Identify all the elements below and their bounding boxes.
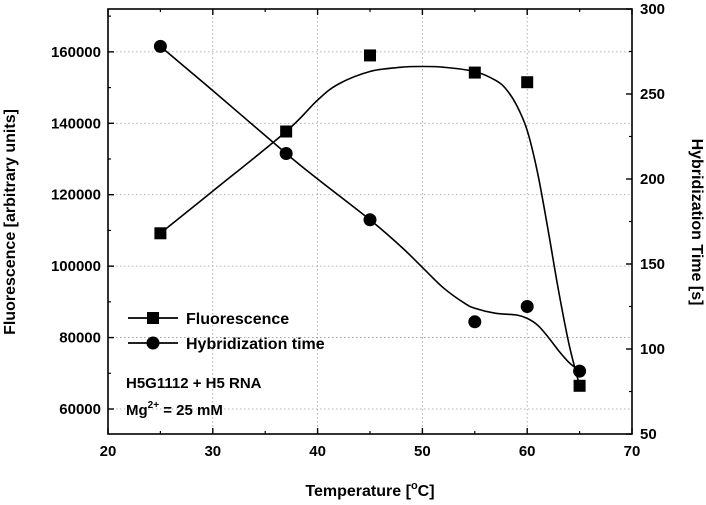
- annotation: H5G1112 + H5 RNA Mg2+ = 25 mM: [126, 375, 262, 419]
- y-left-tick-label: 100000: [51, 258, 101, 275]
- axis-ticks: 20 30 40 50 60 70 60000 80000 100000 120000 140000…: [51, 1, 665, 460]
- x-tick-label: 60: [519, 443, 536, 460]
- hybridization-curve: [159, 45, 581, 372]
- legend-hybridization-marker: [146, 336, 160, 350]
- x-axis-title: Temperature [oC]: [305, 480, 434, 500]
- y-right-tick-label: 100: [640, 341, 665, 358]
- y-left-tick-label: 120000: [51, 187, 101, 204]
- hybridization-point: [279, 147, 293, 160]
- y-left-axis-title: Fluorescence [arbitrary units]: [2, 109, 19, 335]
- fluorescence-point: [468, 66, 481, 79]
- y-left-tick-label: 60000: [59, 401, 101, 418]
- y-right-tick-label: 300: [640, 1, 665, 18]
- legend: Fluorescence Hybridization time: [128, 311, 325, 353]
- legend-fluorescence-marker: [147, 312, 159, 324]
- y-right-tick-label: 150: [640, 256, 665, 273]
- hybridization-point: [363, 213, 377, 227]
- x-tick-label: 30: [204, 443, 221, 460]
- annotation-line1: H5G1112 + H5 RNA: [126, 375, 262, 392]
- x-tick-label: 20: [100, 443, 117, 460]
- hybridization-point: [153, 39, 167, 53]
- fluorescence-point: [573, 379, 586, 392]
- y-right-tick-label: 250: [640, 86, 665, 103]
- y-right-tick-label: 50: [640, 426, 657, 443]
- fluorescence-point: [364, 49, 376, 62]
- hybridization-point: [468, 315, 482, 329]
- grid-lines: [108, 9, 632, 434]
- legend-hybridization-label: Hybridization time: [186, 336, 325, 353]
- fluorescence-point: [154, 227, 167, 240]
- annotation-line2: Mg2+ = 25 mM: [126, 400, 223, 419]
- y-right-tick-label: 200: [640, 171, 665, 188]
- hybridization-point: [573, 364, 587, 378]
- x-tick-label: 40: [309, 443, 326, 460]
- fluorescence-point: [521, 76, 534, 89]
- y-left-tick-label: 80000: [59, 330, 101, 347]
- legend-fluorescence-label: Fluorescence: [186, 311, 289, 328]
- y-left-tick-label: 160000: [51, 44, 101, 61]
- data-points: [153, 39, 587, 392]
- y-right-axis-title: Hybridization Time [s]: [688, 139, 705, 306]
- x-tick-label: 70: [624, 443, 641, 460]
- x-tick-label: 50: [414, 443, 431, 460]
- fluorescence-point: [280, 125, 293, 138]
- hybridization-point: [520, 300, 534, 313]
- y-left-tick-label: 140000: [51, 115, 101, 132]
